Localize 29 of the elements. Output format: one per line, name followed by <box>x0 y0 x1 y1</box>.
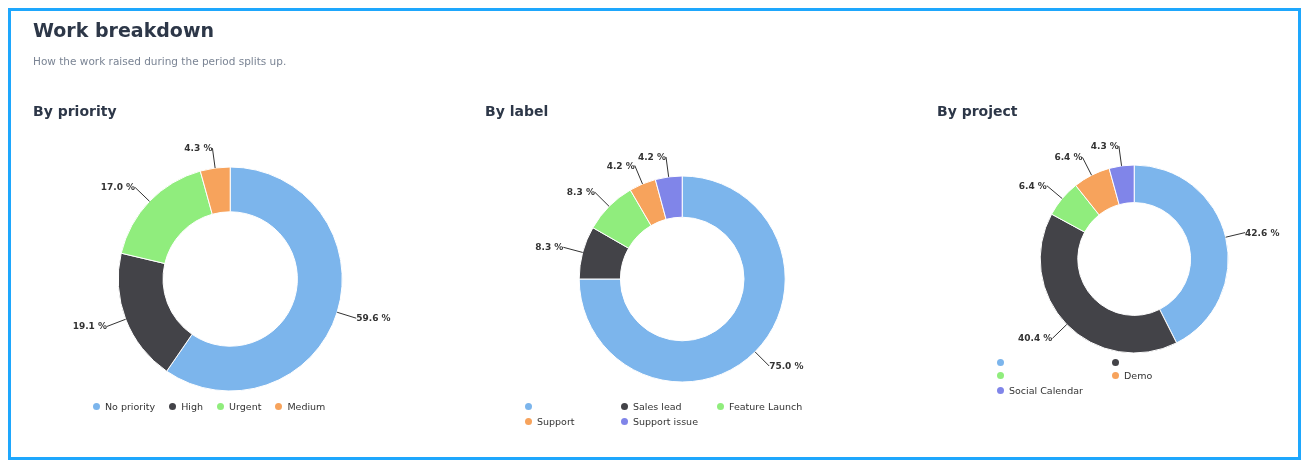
data-label: 6.4 % <box>1018 180 1047 191</box>
data-label: 4.3 % <box>1090 141 1119 152</box>
data-label: 40.4 % <box>1018 333 1053 344</box>
legend-label: Urgent <box>229 401 262 412</box>
legend-label: Support <box>537 416 575 427</box>
data-label: 4.2 % <box>637 152 667 163</box>
data-label: 17.0 % <box>100 182 136 193</box>
data-label: 8.3 % <box>566 187 595 198</box>
data-label: 42.6 % <box>1245 227 1280 238</box>
chart-title: By label <box>485 103 550 119</box>
chart-title: By priority <box>33 103 118 119</box>
text: How the work raised during the period splits up. <box>33 55 287 67</box>
legend-label: No priority <box>105 401 156 412</box>
legend-label: Feature Launch <box>729 401 803 412</box>
data-label: 4.2 % <box>606 160 635 171</box>
legend-label: Social Calendar <box>1009 385 1083 396</box>
data-label: 4.3 % <box>184 143 213 154</box>
data-label: 75.0 % <box>769 360 804 371</box>
data-label: 8.3 % <box>535 242 564 253</box>
text: Work breakdown <box>33 19 215 41</box>
legend-label: High <box>181 401 204 412</box>
legend-label: Support issue <box>633 416 698 427</box>
data-label: 59.6 % <box>356 313 391 324</box>
chart-title: By project <box>937 103 1019 119</box>
data-label: 6.4 % <box>1054 152 1083 163</box>
legend-label: Medium <box>287 401 326 412</box>
legend-label: Sales lead <box>633 401 682 412</box>
legend-label: Demo <box>1124 370 1153 381</box>
data-label: 19.1 % <box>72 321 108 332</box>
